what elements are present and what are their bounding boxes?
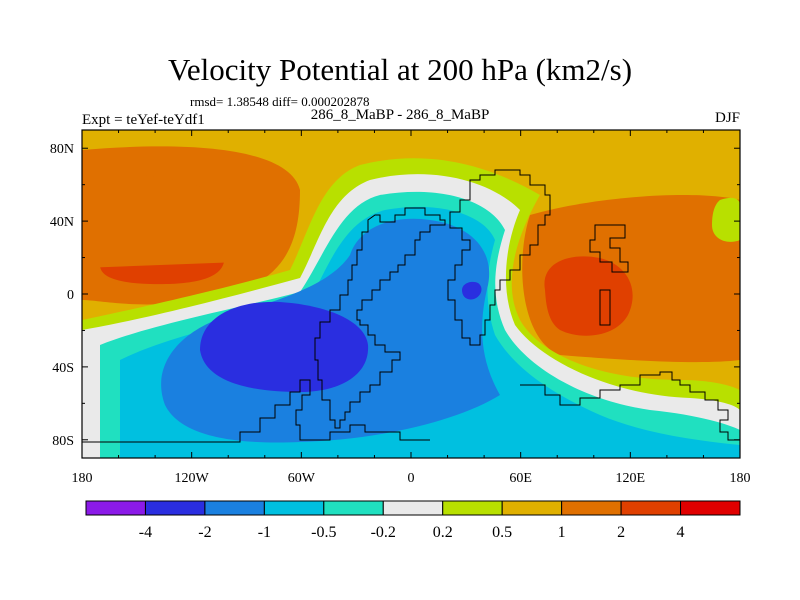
contour-region-8 [462,281,482,300]
x-tick-label: 0 [408,471,415,486]
colorbar-label: -4 [139,524,152,541]
axes: 180 120W 60W 0 60E 120E 180 80N 40N 0 40S 80S [50,130,751,486]
x-tick-label: 60E [509,471,532,486]
contour-region-11 [82,173,255,268]
colorbar-swatch [85,500,146,516]
y-tick-label: 40N [50,215,74,230]
x-tick-label: 180 [730,471,751,486]
colorbar-label: -0.2 [371,524,396,541]
colorbar-label: 0.2 [433,524,453,541]
y-tick-label: 80S [52,434,74,449]
colorbar-swatch [382,500,444,516]
contour-region-10 [544,256,633,336]
case-label: 286_8_MaBP - 286_8_MaBP [310,107,490,123]
colorbar-swatch [680,500,741,516]
colorbar-swatch [501,500,563,516]
coastline-antarctica-west [82,379,430,443]
x-tick-label: 120E [616,471,646,486]
colorbar-label: 0.5 [492,524,512,541]
x-tick-label: 180 [72,471,93,486]
colorbar-label: -1 [258,524,271,541]
y-tick-label: 0 [67,288,74,303]
continent-outlines [82,169,740,443]
chart-title: Velocity Potential at 200 hPa (km2/s) [167,52,633,87]
colorbar-label: 2 [617,524,625,541]
x-tick-label: 60W [288,471,316,486]
coastline-americas [314,207,446,429]
colorbar-label: -0.5 [311,524,336,541]
coastline-australia-antarctica [520,371,740,441]
colorbar-swatch [263,500,325,516]
y-tick-label: 80N [50,142,74,157]
colorbar-swatch [442,500,503,516]
coastline-asia-east [589,224,629,326]
colorbar-label: -2 [198,524,211,541]
contour-region-7 [200,301,369,392]
colorbar-swatch [323,500,384,516]
colorbar-label: 1 [558,524,566,541]
colorbar-swatch [204,500,265,516]
colorbar-swatch [620,500,682,516]
coastline-africa-eurasia [447,169,551,346]
stats-label: rmsd= 1.38548 diff= 0.000202878 [190,94,370,109]
colorbar-swatch [561,500,622,516]
season-label: DJF [714,110,740,126]
y-tick-label: 40S [52,361,74,376]
contour-field [82,130,740,458]
colorbar-label: 4 [677,524,685,541]
experiment-label: Expt = teYef-teYdf1 [82,112,205,128]
contour-region-12 [712,197,740,242]
colorbar-swatch [144,500,206,516]
x-tick-label: 120W [175,471,210,486]
colorbar: -4 -2 -1 -0.5 -0.2 0.2 0.5 1 2 4 [85,500,741,541]
